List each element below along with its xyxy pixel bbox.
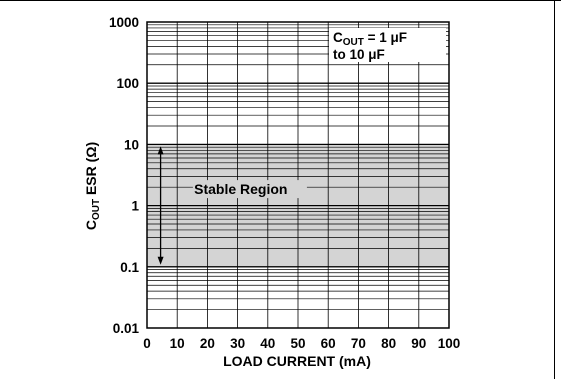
x-tick-label: 70 [351, 336, 366, 351]
y-tick-label: 0.01 [113, 321, 140, 336]
stable-region-label-bg [192, 180, 307, 199]
stable-region-arrowhead-top [157, 146, 164, 155]
stable-region-arrowhead-bottom [157, 256, 164, 265]
y-axis-label: COUT ESR (Ω) [83, 142, 102, 230]
y-tick-label: 100 [116, 76, 139, 91]
x-tick-label: 100 [438, 336, 461, 351]
y-tick-label: 0.1 [120, 260, 139, 275]
stable-region-label: Stable Region [194, 181, 287, 197]
x-tick-label: 40 [260, 336, 275, 351]
x-tick-label: 90 [411, 336, 426, 351]
grid-layer [147, 22, 449, 328]
x-tick-label: 80 [381, 336, 396, 351]
x-tick-labels: 0 10 20 30 40 50 60 70 80 90 100 [143, 336, 460, 351]
x-tick-label: 0 [143, 336, 151, 351]
top-border [0, 0, 561, 1]
x-axis-label: LOAD CURRENT (mA) [223, 353, 371, 369]
y-tick-labels: 0.01 0.1 1 10 100 1000 [109, 15, 140, 336]
x-tick-label: 10 [170, 336, 185, 351]
x-tick-label: 30 [230, 336, 245, 351]
x-tick-label: 50 [290, 336, 305, 351]
annotation-line-1: COUT = 1 μF [333, 30, 407, 48]
y-tick-label: 1 [131, 199, 139, 214]
region-label-layer: Stable Region [157, 146, 307, 265]
annotation-line-2: to 10 μF [333, 47, 385, 62]
y-tick-label: 1000 [109, 15, 139, 30]
plot-border [146, 21, 450, 329]
y-tick-label: 10 [124, 137, 139, 152]
right-border [554, 0, 555, 379]
annotation-box [329, 28, 446, 62]
x-tick-label: 20 [200, 336, 215, 351]
x-tick-label: 60 [321, 336, 336, 351]
